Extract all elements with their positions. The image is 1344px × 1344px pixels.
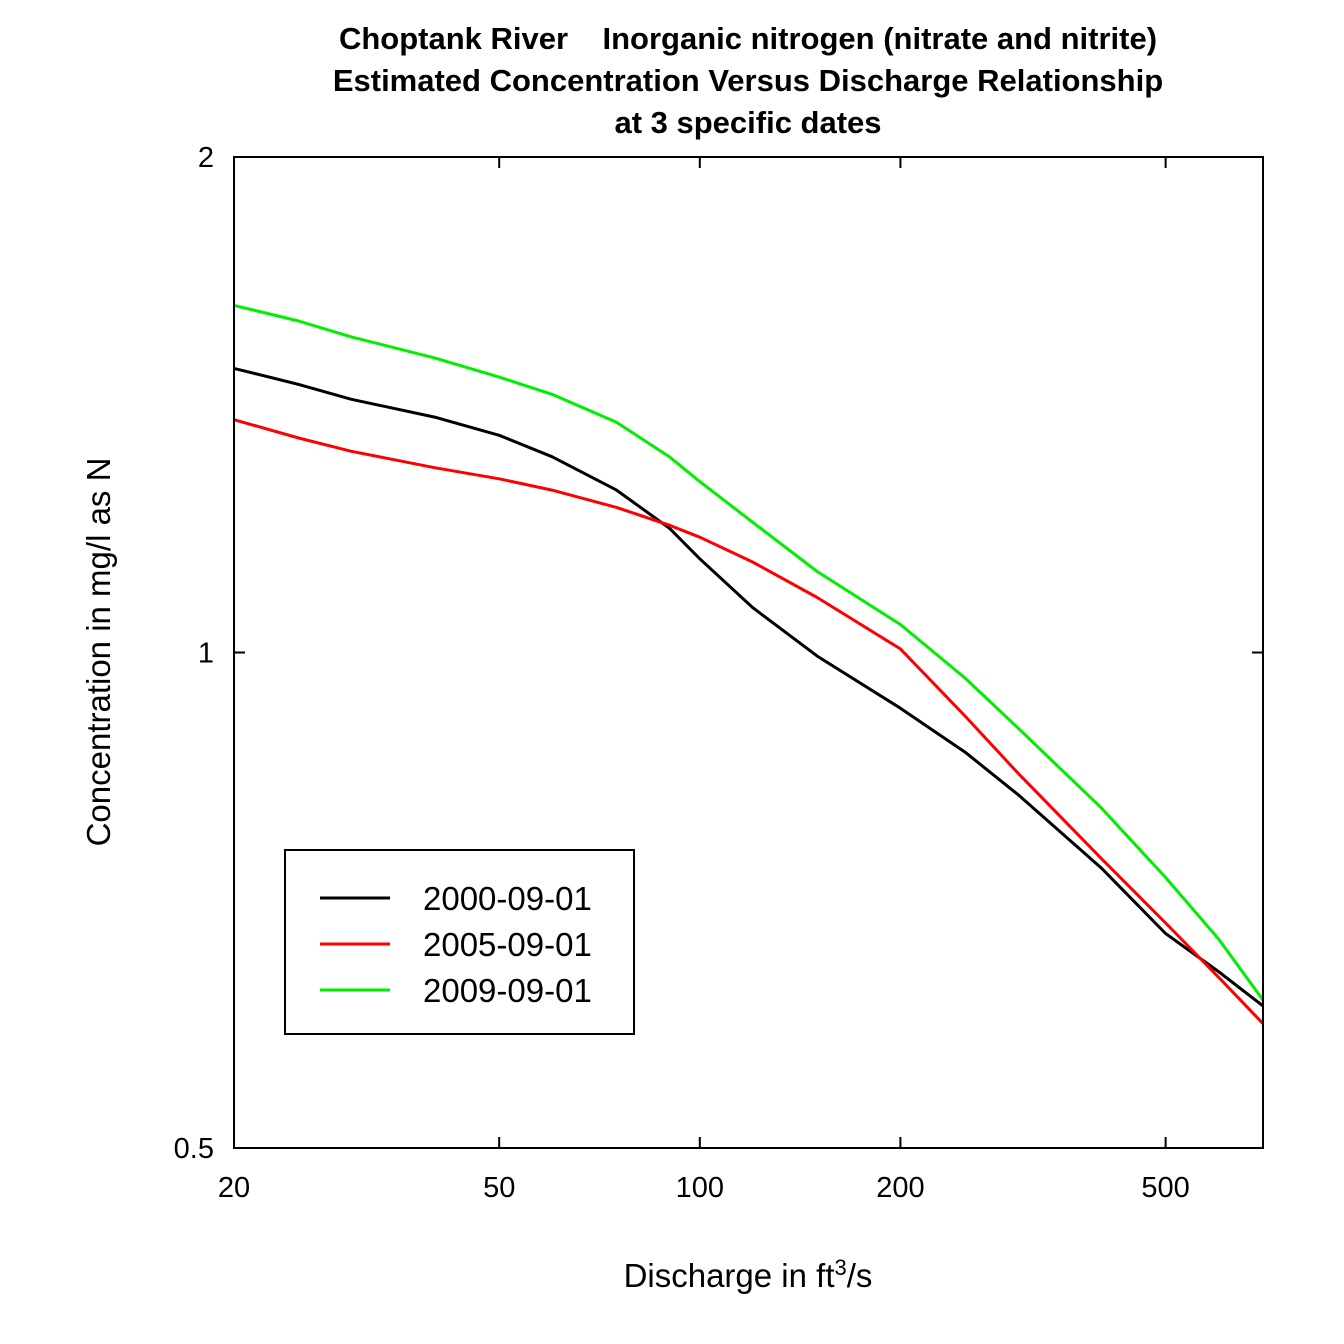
series-line-2009-09-01 [233,303,1265,1001]
chart-title: Choptank River Inorganic nitrogen (nitra… [333,21,1163,140]
series-lines [233,303,1265,1025]
y-tick-label: 0.5 [174,1133,214,1165]
x-axis-label-sup: 3 [835,1255,847,1280]
series-line-2000-09-01 [233,366,1264,1008]
x-axis-label-tail: /s [847,1257,873,1294]
x-tick-label: 100 [676,1172,724,1204]
title-line-3: at 3 specific dates [614,105,881,140]
legend: 2000-09-01 2005-09-01 2009-09-01 [284,849,635,1035]
series-line-2005-09-01 [233,418,1265,1025]
x-tick-label: 20 [218,1172,250,1204]
legend-label-2009-09-01: 2009-09-01 [423,972,592,1009]
y-tick-label: 1 [198,638,214,670]
legend-box [284,849,635,1035]
title-line-1: Choptank River Inorganic nitrogen (nitra… [339,21,1157,56]
x-axis-label: Discharge in ft3/s [624,1255,873,1295]
x-tick-label: 500 [1141,1172,1189,1204]
y-axis-label: Concentration in mg/l as N [80,458,117,847]
legend-label-2005-09-01: 2005-09-01 [423,926,592,963]
y-tick-label: 2 [198,142,214,174]
x-axis-label-main: Discharge in ft [624,1257,835,1294]
axis-ticks: 20 50 100 200 500 0.5 1 2 [174,142,1263,1204]
legend-label-2000-09-01: 2000-09-01 [423,880,592,917]
title-line-2: Estimated Concentration Versus Discharge… [333,63,1163,98]
x-tick-label: 50 [483,1172,515,1204]
x-tick-label: 200 [876,1172,924,1204]
